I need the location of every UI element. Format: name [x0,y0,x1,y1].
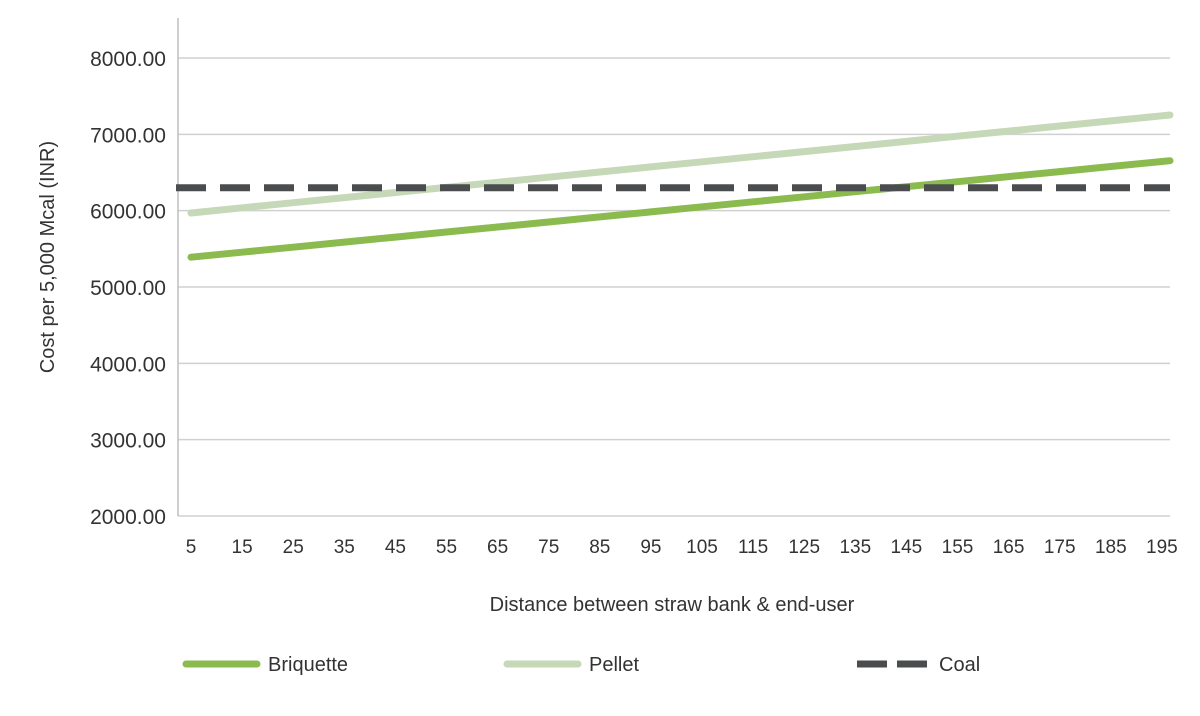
x-tick-label: 115 [738,537,768,558]
x-tick-label: 125 [788,537,820,558]
y-tick-label: 3000.00 [90,430,166,453]
x-tick-label: 105 [686,537,718,558]
legend-label-pellet: Pellet [589,654,639,676]
x-tick-label: 85 [589,537,610,558]
legend-label-coal: Coal [939,654,980,676]
y-tick-labels: 2000.00 3000.00 4000.00 5000.00 6000.00 7000.… [90,48,166,529]
x-tick-label: 135 [839,537,871,558]
x-tick-label: 175 [1044,537,1076,558]
legend-item-briquette: Briquette [182,654,348,676]
y-tick-label: 2000.00 [90,506,166,529]
y-tick-label: 4000.00 [90,353,166,376]
series-line-briquette [187,157,1174,261]
x-axis-label: Distance between straw bank & end-user [490,594,855,616]
y-tick-label: 7000.00 [90,124,166,147]
x-tick-label: 95 [640,537,661,558]
y-tick-label: 5000.00 [90,277,166,300]
x-tick-labels: 5 15 25 35 45 55 65 75 85 95 105 115 125 135 145 155 165… [186,537,1178,558]
legend: Briquette Pellet Coal [182,654,980,676]
x-tick-label: 5 [186,537,197,558]
legend-item-pellet: Pellet [503,654,639,676]
series-line-pellet [187,111,1174,217]
x-tick-label: 145 [891,537,923,558]
x-tick-label: 15 [232,537,253,558]
legend-item-coal: Coal [857,654,980,676]
series-lines [176,111,1174,261]
x-tick-label: 195 [1146,537,1178,558]
x-tick-label: 45 [385,537,406,558]
legend-label-briquette: Briquette [268,654,348,676]
x-tick-label: 185 [1095,537,1127,558]
y-axis-label: Cost per 5,000 Mcal (INR) [37,141,59,373]
x-tick-label: 65 [487,537,508,558]
x-tick-label: 155 [942,537,974,558]
x-tick-label: 75 [538,537,559,558]
y-tick-label: 8000.00 [90,48,166,71]
y-tick-label: 6000.00 [90,201,166,224]
x-tick-label: 55 [436,537,457,558]
x-tick-label: 165 [993,537,1025,558]
x-tick-label: 35 [334,537,355,558]
x-tick-label: 25 [283,537,304,558]
